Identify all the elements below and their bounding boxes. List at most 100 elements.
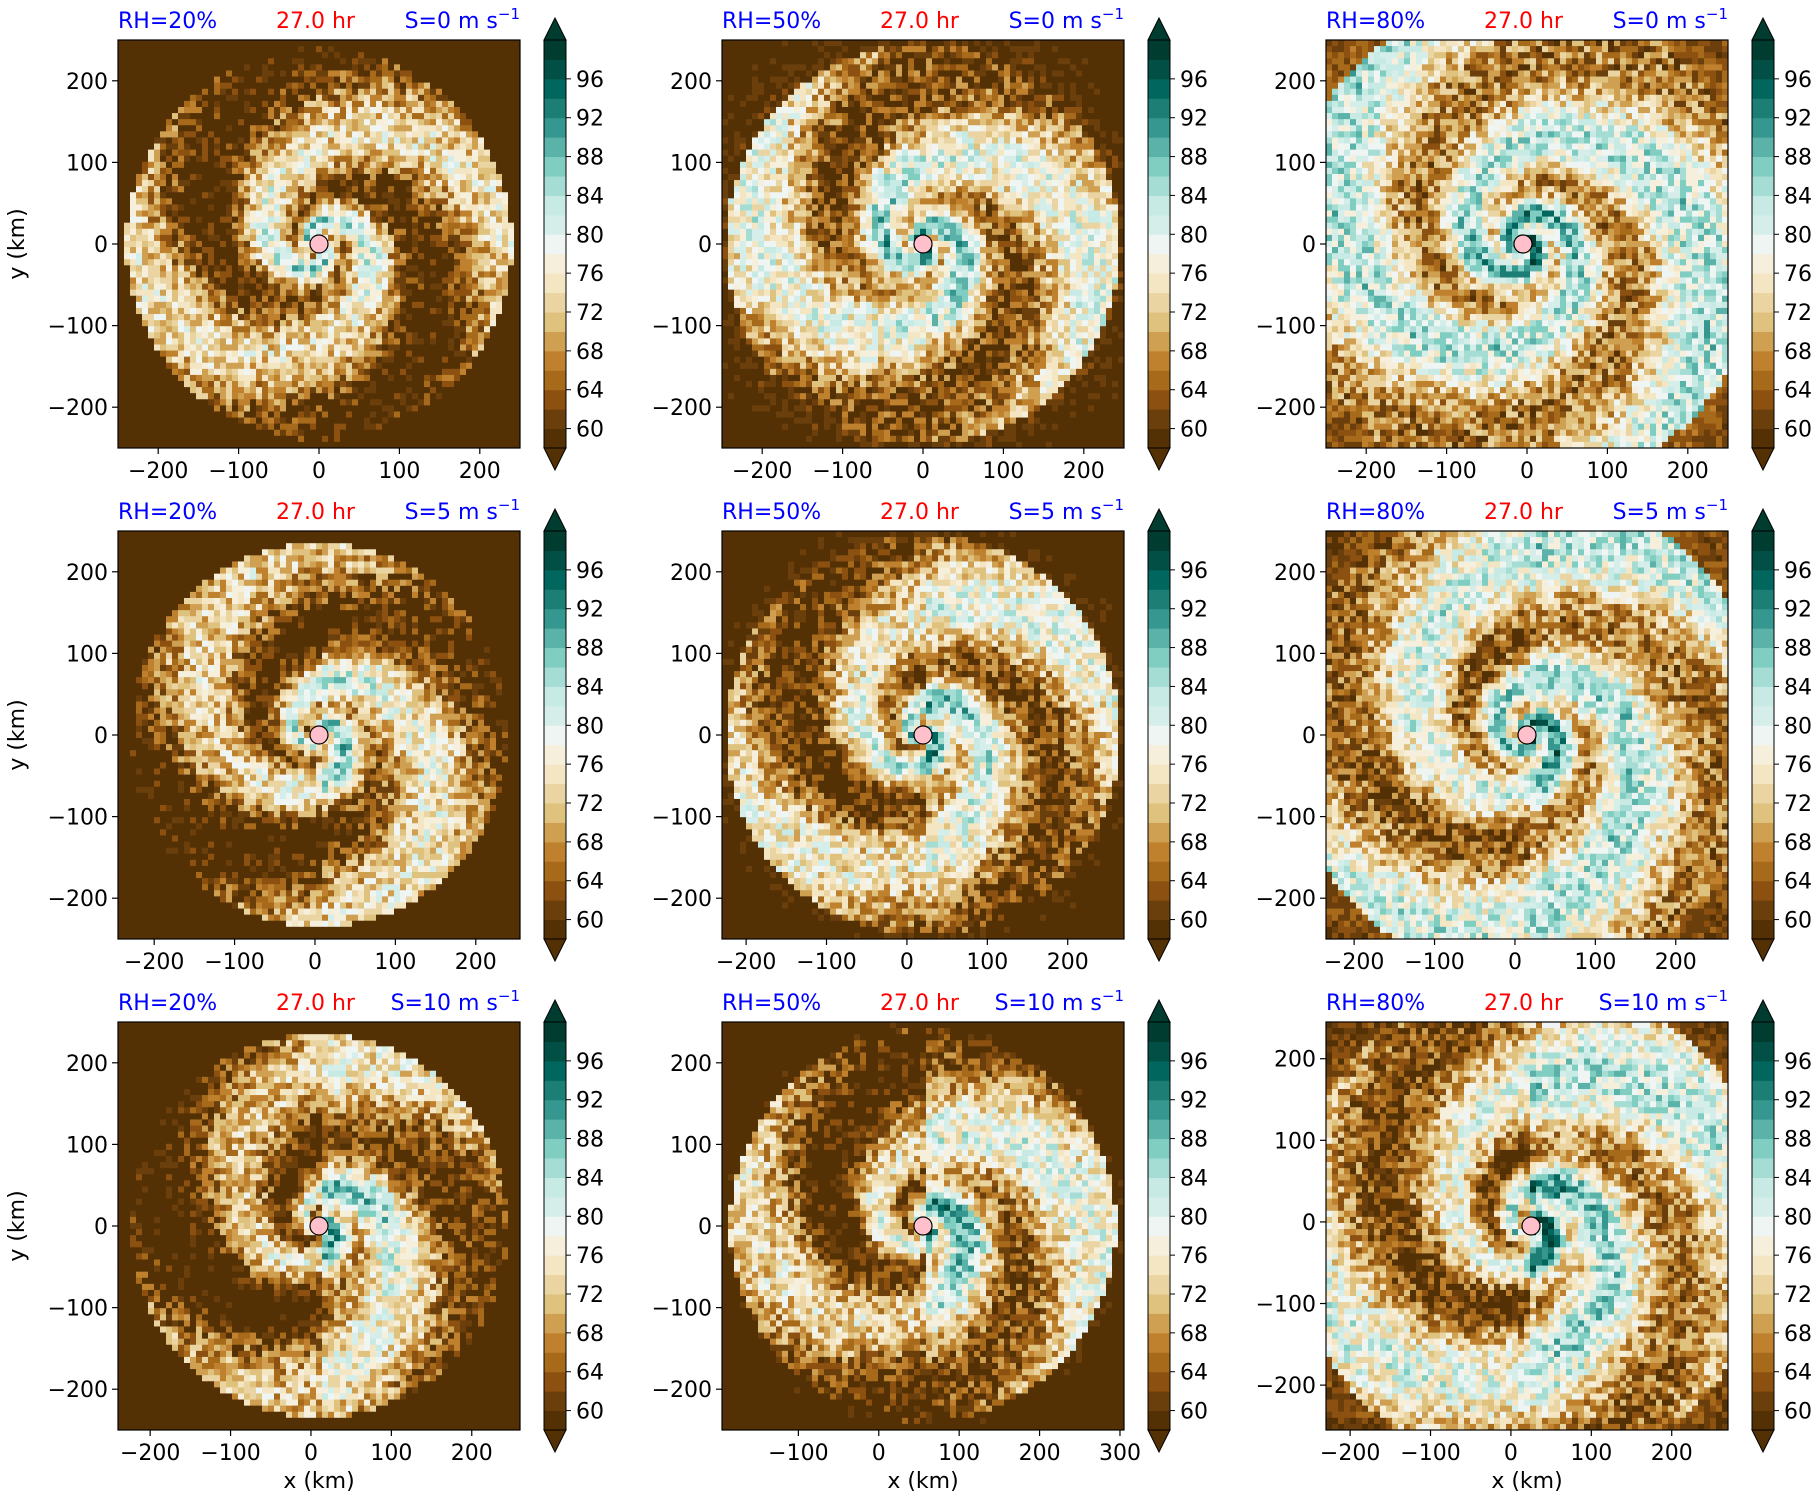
field-cell	[986, 40, 993, 47]
field-cell	[382, 374, 389, 382]
field-cell	[376, 247, 383, 254]
field-cell	[358, 411, 365, 419]
field-cell	[460, 192, 467, 199]
field-cell	[454, 405, 461, 413]
field-cell	[388, 301, 395, 309]
field-cell	[436, 326, 443, 333]
field-cell	[340, 387, 347, 394]
field-cell	[166, 295, 173, 303]
field-cell	[358, 265, 365, 272]
field-cell	[460, 253, 467, 260]
field-cell	[328, 106, 335, 114]
field-cell	[184, 125, 191, 132]
field-cell	[322, 52, 329, 59]
rh-field	[118, 40, 520, 448]
field-cell	[842, 76, 849, 84]
field-cell	[286, 393, 293, 400]
field-cell	[406, 131, 413, 139]
field-cell	[244, 265, 251, 272]
field-cell	[184, 143, 191, 151]
field-cell	[466, 228, 473, 236]
field-cell	[136, 338, 143, 346]
field-cell	[208, 173, 215, 181]
field-cell	[514, 100, 520, 108]
field-cell	[388, 253, 395, 260]
field-cell	[142, 40, 149, 47]
field-cell	[472, 240, 479, 248]
field-cell	[424, 40, 431, 47]
field-cell	[172, 411, 179, 419]
field-cell	[148, 435, 155, 443]
field-cell	[926, 40, 933, 47]
field-cell	[136, 119, 143, 126]
field-cell	[196, 240, 203, 248]
field-cell	[376, 82, 383, 90]
field-cell	[1100, 70, 1107, 78]
field-cell	[274, 240, 281, 248]
field-cell	[418, 271, 425, 279]
field-cell	[262, 149, 269, 157]
field-cell	[250, 240, 257, 248]
field-cell	[184, 222, 191, 230]
field-cell	[872, 46, 879, 53]
field-cell	[280, 198, 287, 206]
field-cell	[202, 399, 209, 406]
field-cell	[478, 210, 485, 218]
field-cell	[370, 362, 377, 370]
field-cell	[484, 295, 491, 303]
field-cell	[454, 161, 461, 169]
field-cell	[190, 441, 197, 448]
field-cell	[268, 155, 275, 163]
field-cell	[388, 88, 395, 96]
field-cell	[154, 314, 161, 321]
field-cell	[244, 234, 251, 242]
field-cell	[166, 180, 173, 187]
field-cell	[376, 167, 383, 175]
field-cell	[394, 204, 401, 212]
field-cell	[292, 58, 299, 65]
field-cell	[316, 301, 323, 309]
field-cell	[400, 204, 407, 212]
field-cell	[226, 344, 233, 352]
field-cell	[1022, 70, 1029, 78]
field-cell	[424, 192, 431, 199]
field-cell	[262, 106, 269, 114]
field-cell	[478, 247, 485, 254]
field-cell	[364, 320, 371, 327]
field-cell	[430, 88, 437, 96]
field-cell	[728, 76, 735, 84]
field-cell	[358, 173, 365, 181]
field-cell	[292, 52, 299, 59]
field-cell	[364, 399, 371, 406]
field-cell	[860, 46, 867, 53]
field-cell	[274, 320, 281, 327]
field-cell	[286, 167, 293, 175]
field-cell	[316, 88, 323, 96]
field-cell	[256, 320, 263, 327]
field-cell	[172, 314, 179, 321]
field-cell	[232, 173, 239, 181]
field-cell	[514, 320, 520, 327]
field-cell	[334, 271, 341, 279]
field-cell	[232, 161, 239, 169]
field-cell	[298, 52, 305, 59]
field-cell	[232, 131, 239, 139]
field-cell	[914, 52, 921, 59]
colorbar-frame	[543, 39, 567, 449]
field-cell	[172, 131, 179, 139]
field-cell	[124, 204, 131, 212]
field-cell	[208, 295, 215, 303]
field-cell	[998, 64, 1005, 72]
field-cell	[734, 58, 741, 65]
field-cell	[830, 70, 837, 78]
field-cell	[364, 88, 371, 96]
field-cell	[280, 58, 287, 65]
field-cell	[214, 301, 221, 309]
field-cell	[352, 362, 359, 370]
field-cell	[358, 247, 365, 254]
field-cell	[460, 180, 467, 187]
field-cell	[130, 76, 137, 84]
field-cell	[178, 411, 185, 419]
field-cell	[430, 289, 437, 297]
field-cell	[322, 417, 329, 425]
